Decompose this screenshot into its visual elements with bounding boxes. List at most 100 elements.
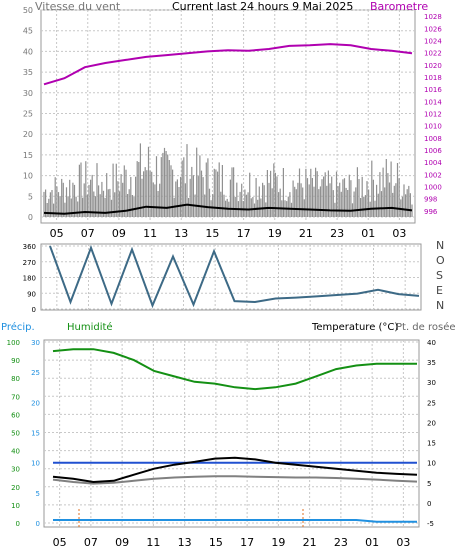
- wind-tick-label: 45: [23, 27, 33, 36]
- wind-tick-label: 10: [23, 172, 33, 181]
- hour-tick-label: 07: [84, 536, 98, 549]
- cardinal-label: S: [436, 269, 443, 282]
- temperature-axis-ticks: -5 0 5 10 15 20 25 30 35 40: [427, 339, 436, 528]
- pressure-axis-ticks: 996 998 1000 1002 1004 1006 1008 1010 1012 1014 10…: [424, 13, 442, 216]
- humidity-tick-label: 80: [11, 375, 20, 383]
- hour-tick-label: 13: [174, 227, 188, 240]
- wind-tick-label: 15: [23, 151, 33, 160]
- pressure-tick-label: 1004: [424, 159, 442, 167]
- wind-average-line: [43, 203, 413, 215]
- precip-tick-label: 25: [31, 369, 40, 377]
- humidity-tick-label: 100: [7, 339, 20, 347]
- hour-tick-label: 19: [268, 227, 282, 240]
- pressure-line: [43, 43, 413, 86]
- temperature-tick-label: 5: [427, 480, 431, 488]
- humidity-tick-label: 30: [11, 466, 20, 474]
- hour-tick-label: 09: [115, 536, 129, 549]
- degree-axis-ticks: 0 90 180 270 360: [23, 243, 36, 314]
- humidity-tick-label: 50: [11, 430, 20, 438]
- hour-tick-label: 21: [303, 536, 317, 549]
- pressure-tick-label: 1018: [424, 74, 442, 82]
- hour-tick-label: 13: [178, 536, 192, 549]
- hour-tick-label: 09: [112, 227, 126, 240]
- pressure-tick-label: 998: [424, 196, 437, 204]
- humidity-tick-label: 10: [11, 502, 20, 510]
- wind-axis-title: Vitesse du vent: [35, 0, 121, 13]
- hour-tick-label: 19: [271, 536, 285, 549]
- wind-tick-label: 35: [23, 68, 33, 77]
- precip-axis-ticks: 0 5 10 15 20 25 30: [31, 339, 40, 528]
- precip-tick-label: 10: [31, 460, 40, 468]
- hour-tick-label: 01: [365, 536, 379, 549]
- pressure-tick-label: 1016: [424, 86, 442, 94]
- hour-axis: 05 07 09 11 13 15 17 19 21 23 01 03: [53, 536, 411, 549]
- hour-tick-label: 11: [146, 536, 160, 549]
- pressure-tick-label: 1010: [424, 123, 442, 131]
- humidity-tick-label: 90: [11, 357, 20, 365]
- hour-tick-label: 17: [237, 227, 251, 240]
- hour-tick-label: 03: [396, 536, 410, 549]
- hour-tick-label: 05: [53, 536, 67, 549]
- wind-tick-label: 50: [23, 6, 33, 15]
- temperature-tick-label: 20: [427, 419, 436, 427]
- wind-tick-label: 40: [23, 47, 33, 56]
- pressure-tick-label: 1022: [424, 50, 442, 58]
- degree-tick-label: 90: [27, 290, 36, 298]
- wind-tick-label: 0: [28, 213, 33, 222]
- hour-tick-label: 23: [334, 536, 348, 549]
- pressure-tick-label: 1026: [424, 25, 442, 33]
- dewpoint-line: [52, 475, 418, 485]
- cardinal-label: N: [436, 239, 444, 252]
- pressure-tick-label: 1020: [424, 62, 442, 70]
- precip-total-line: [53, 519, 417, 523]
- temperature-tick-label: 25: [427, 399, 436, 407]
- wind-tick-label: 25: [23, 110, 33, 119]
- chart-title: Current last 24 hours 9 Mai 2025: [172, 0, 353, 13]
- wind-axis-ticks: 0 5 10 15 20 25 30 35 40 45 50: [23, 6, 33, 222]
- dewpoint-axis-title: Pt. de rosée: [396, 321, 456, 333]
- temperature-tick-label: 10: [427, 460, 436, 468]
- hour-tick-label: 17: [240, 536, 254, 549]
- hour-tick-label: 03: [392, 227, 406, 240]
- hour-tick-label: 07: [81, 227, 95, 240]
- cardinal-label: O: [436, 254, 445, 267]
- wind-tick-label: 5: [28, 192, 33, 201]
- precip-tick-label: 20: [31, 399, 40, 407]
- temperature-tick-label: 0: [427, 500, 431, 508]
- hour-tick-label: 11: [143, 227, 157, 240]
- precip-tick-label: 15: [31, 430, 40, 438]
- temperature-tick-label: -5: [427, 520, 434, 528]
- humidity-axis-title: Humidité: [67, 321, 113, 333]
- pressure-tick-label: 1012: [424, 111, 442, 119]
- pressure-axis-title: Barometre: [370, 0, 428, 13]
- pressure-tick-label: 1000: [424, 184, 442, 192]
- cardinal-label: N: [436, 299, 444, 312]
- temperature-humidity-panel: Précip. Humidité Temperature (°C) Pt. de…: [1, 321, 456, 549]
- temperature-axis-title: Temperature (°C): [311, 322, 398, 333]
- cardinal-label: E: [436, 284, 443, 297]
- pressure-tick-label: 1008: [424, 135, 442, 143]
- direction-line: [49, 244, 420, 309]
- pressure-tick-label: 1002: [424, 171, 442, 179]
- humidity-axis-ticks: 0 10 20 30 40 50 60 70 80 90 100: [7, 339, 20, 528]
- temperature-line: [52, 456, 418, 484]
- precip-tick-label: 0: [36, 520, 40, 528]
- temperature-tick-label: 35: [427, 359, 436, 367]
- hour-tick-label: 21: [299, 227, 313, 240]
- precip-axis-title: Précip.: [1, 321, 35, 333]
- wind-tick-label: 20: [23, 130, 33, 139]
- humidity-tick-label: 60: [11, 411, 20, 419]
- degree-tick-label: 180: [23, 275, 36, 283]
- hour-tick-label: 15: [205, 227, 219, 240]
- hour-tick-label: 01: [361, 227, 375, 240]
- pressure-tick-label: 1028: [424, 13, 442, 21]
- temperature-tick-label: 40: [427, 339, 436, 347]
- precip-tick-label: 30: [31, 339, 40, 347]
- grid: [44, 340, 419, 527]
- humidity-tick-label: 70: [11, 393, 20, 401]
- pressure-tick-label: 1014: [424, 98, 442, 106]
